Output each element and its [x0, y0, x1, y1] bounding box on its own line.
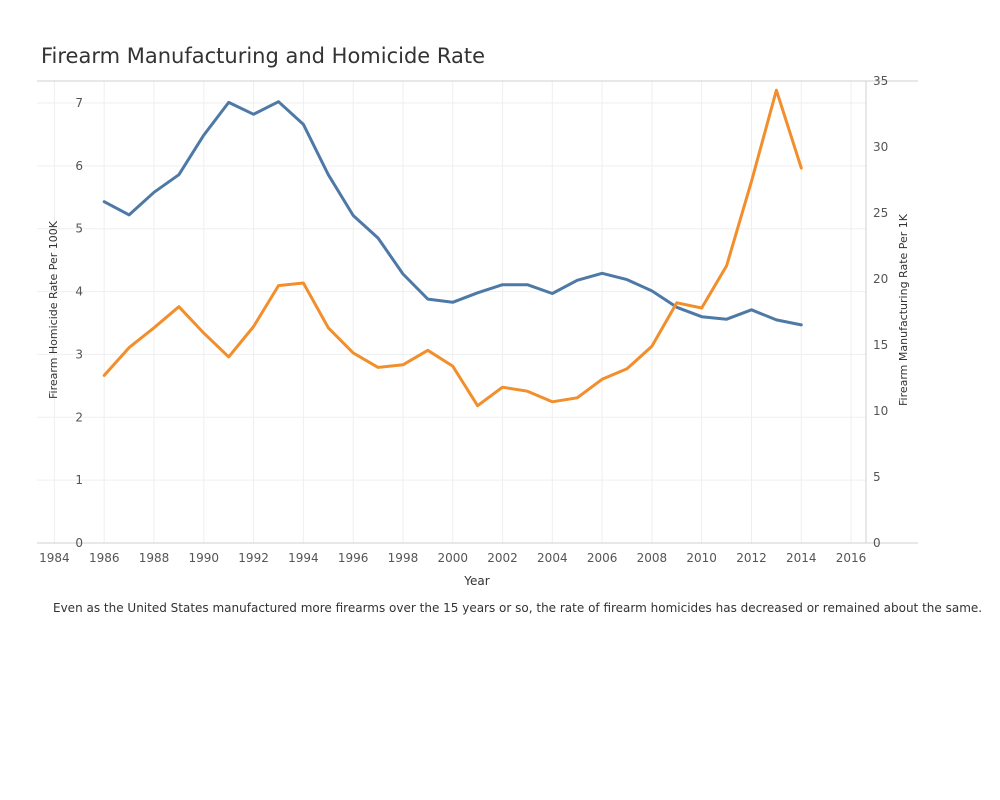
x-tick-label-6: 1996 [338, 551, 369, 565]
right-tick-label-1: 5 [873, 470, 881, 484]
x-axis-label: Year [463, 574, 489, 588]
right-tick-label-2: 10 [873, 404, 888, 418]
left-tick-label-7: 7 [75, 96, 83, 110]
x-tick-label-12: 2008 [637, 551, 668, 565]
left-tick-label-0: 0 [75, 536, 83, 550]
series-layer [102, 88, 803, 408]
series-line-0-left [102, 100, 803, 327]
left-axis-label: Firearm Homicide Rate Per 100K [47, 220, 60, 399]
left-axis-ticks: 0 1 2 3 4 5 6 7 [75, 96, 83, 550]
x-tick-label-7: 1998 [388, 551, 419, 565]
x-tick-label-9: 2002 [487, 551, 518, 565]
x-tick-label-5: 1994 [288, 551, 319, 565]
right-tick-label-5: 25 [873, 206, 888, 220]
x-tick-label-13: 2010 [686, 551, 717, 565]
x-tick-label-10: 2004 [537, 551, 568, 565]
right-tick-label-6: 30 [873, 140, 888, 154]
chart-title: Firearm Manufacturing and Homicide Rate [41, 44, 486, 68]
chart-caption: Even as the United States manufactured m… [53, 601, 983, 615]
right-tick-label-7: 35 [873, 74, 888, 88]
axes [37, 80, 918, 544]
x-tick-label-14: 2012 [736, 551, 767, 565]
left-tick-label-1: 1 [75, 473, 83, 487]
x-tick-label-1: 1986 [89, 551, 120, 565]
left-tick-label-2: 2 [75, 410, 83, 424]
x-tick-label-2: 1988 [139, 551, 170, 565]
left-tick-label-6: 6 [75, 159, 83, 173]
left-tick-label-5: 5 [75, 222, 83, 236]
x-tick-label-4: 1992 [238, 551, 269, 565]
x-tick-label-16: 2016 [836, 551, 867, 565]
x-tick-label-0: 1984 [39, 551, 70, 565]
x-tick-label-3: 1990 [189, 551, 220, 565]
series-line-1-right [102, 88, 803, 408]
x-tick-label-11: 2006 [587, 551, 618, 565]
left-tick-label-4: 4 [75, 285, 83, 299]
left-tick-label-3: 3 [75, 347, 83, 361]
x-tick-label-8: 2000 [437, 551, 468, 565]
right-tick-label-0: 0 [873, 536, 881, 550]
x-axis-ticks: 1984 1986 1988 1990 1992 1994 1996 1998 2000 2002… [39, 551, 866, 565]
gridlines [37, 81, 866, 544]
right-tick-label-4: 20 [873, 272, 888, 286]
right-axis-ticks: 0 5 10 15 20 25 30 35 [873, 74, 888, 550]
right-tick-label-3: 15 [873, 338, 888, 352]
right-axis-label: Firearm Manufacturing Rate Per 1K [897, 213, 910, 406]
x-tick-label-15: 2014 [786, 551, 817, 565]
